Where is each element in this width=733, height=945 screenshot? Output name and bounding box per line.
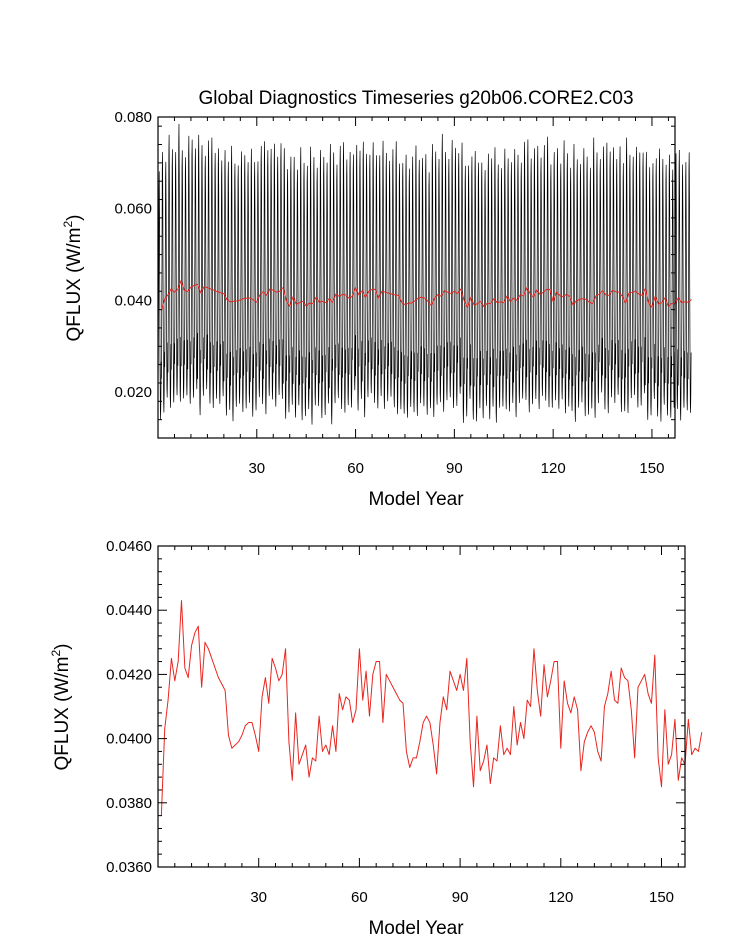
bottom-chart: 30 60 90 120 150 0.0360 0.0380 0.0400 0.0420 0.04… [49,538,703,939]
bottom-chart-ylabel-main: QFLUX (W/m [52,657,73,771]
series-line-annual [160,600,703,816]
y-tick-label: 0.0440 [106,602,152,619]
bottom-chart-axes: 30 60 90 120 150 0.0360 0.0380 0.0400 0.0420 0.04… [106,538,685,906]
x-tick-label: 150 [649,889,674,906]
x-tick-label: 90 [452,889,469,906]
top-chart-axes: 30 60 90 120 150 0.020 0.040 0.060 0.080 [114,109,675,477]
x-tick-label: 60 [347,460,364,477]
x-tick-label: 120 [541,460,566,477]
x-tick-label: 150 [639,460,664,477]
y-tick-label: 0.020 [114,384,152,401]
bottom-chart-series [160,600,703,816]
series-line-annual [160,280,692,312]
y-tick-label: 0.0420 [106,666,152,683]
top-chart-frame [157,116,676,439]
bottom-chart-ylabel: QFLUX (W/m2) [49,643,73,770]
x-tick-label: 60 [351,889,368,906]
top-chart-title: Global Diagnostics Timeseries g20b06.COR… [198,88,633,109]
x-tick-label: 90 [446,460,463,477]
bottom-chart-frame [157,545,686,868]
y-tick-label: 0.060 [114,201,152,218]
bottom-chart-ylabel-close: ) [52,643,73,649]
y-tick-label: 0.0460 [106,538,152,555]
y-tick-label: 0.0360 [106,859,152,876]
y-tick-label: 0.040 [114,292,152,309]
top-chart-series [157,123,692,425]
x-tick-label: 30 [248,460,265,477]
bottom-chart-xlabel: Model Year [368,918,464,939]
x-tick-label: 30 [250,889,267,906]
bottom-chart-ylabel-sup: 2 [49,650,63,657]
y-tick-label: 0.0400 [106,731,152,748]
y-tick-label: 0.080 [114,109,152,126]
top-chart-xlabel: Model Year [368,489,464,510]
top-chart: Global Diagnostics Timeseries g20b06.COR… [61,88,692,510]
top-chart-ylabel: QFLUX (W/m2) [61,214,85,341]
y-tick-label: 0.0380 [106,795,152,812]
top-chart-ylabel-close: ) [64,214,85,220]
x-tick-label: 120 [548,889,573,906]
series-line-monthly [157,123,692,425]
top-chart-ylabel-main: QFLUX (W/m [64,228,85,342]
top-chart-ylabel-sup: 2 [61,221,75,228]
